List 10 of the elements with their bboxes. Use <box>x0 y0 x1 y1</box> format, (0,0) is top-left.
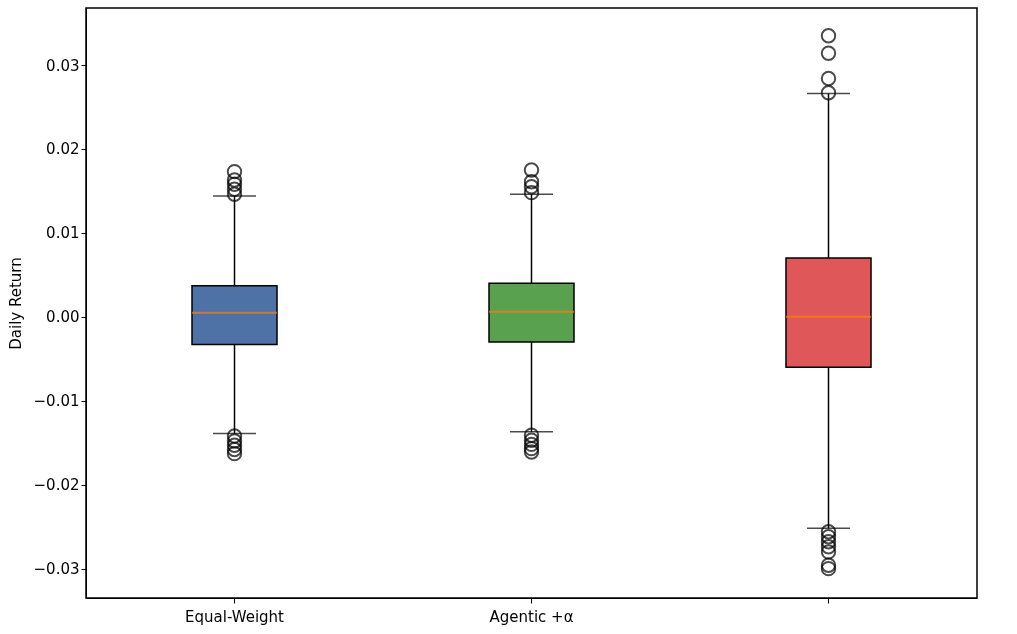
x-tick-label: Agentic +α <box>489 607 574 626</box>
y-tick-label: −0.03 <box>33 560 80 579</box>
y-tick-label: −0.01 <box>33 392 80 411</box>
y-tick-label: −0.02 <box>33 476 80 495</box>
y-tick-label: 0.00 <box>46 308 80 327</box>
x-tick-label: Equal-Weight <box>185 607 285 626</box>
y-tick-label: 0.02 <box>46 140 80 159</box>
y-tick-label: 0.03 <box>46 56 80 75</box>
y-axis-title: Daily Return <box>6 257 25 350</box>
y-tick-label: 0.01 <box>46 224 80 243</box>
